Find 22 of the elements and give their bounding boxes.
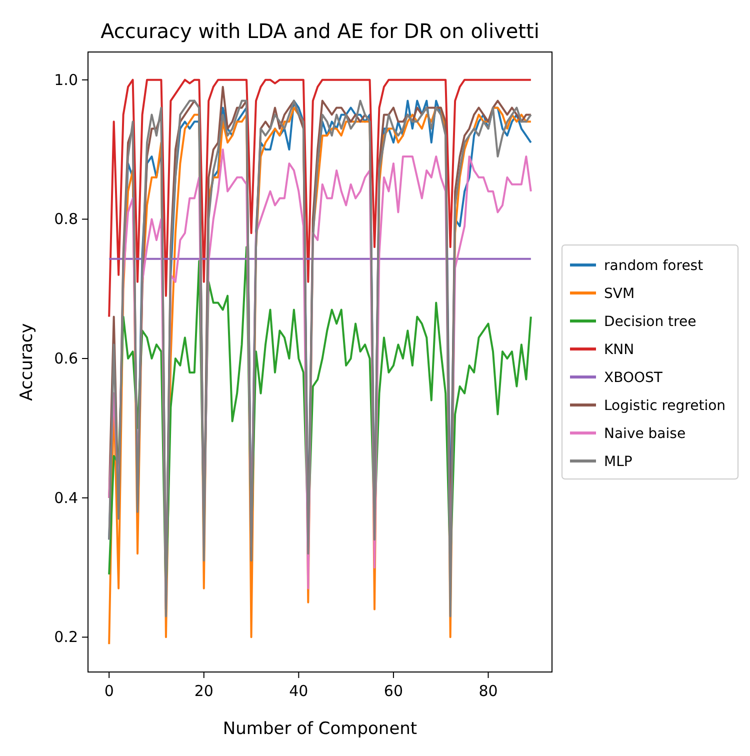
y-tick-label: 1.0 (54, 70, 78, 89)
y-tick-label: 0.6 (54, 350, 78, 368)
legend-label: random forest (604, 258, 704, 274)
y-axis-title: Accuracy (17, 323, 37, 401)
x-tick-label: 20 (194, 682, 214, 700)
legend-label: Decision tree (604, 314, 696, 330)
legend-label: Logistic regretion (604, 398, 726, 414)
legend-label: MLP (604, 454, 632, 470)
y-tick-label: 0.8 (54, 210, 78, 228)
legend-label: SVM (604, 286, 635, 302)
x-tick-label: 40 (289, 682, 308, 700)
y-tick-label: 0.2 (54, 628, 78, 646)
chart-title: Accuracy with LDA and AE for DR on olivetti (100, 19, 540, 43)
legend-label: XBOOST (604, 370, 663, 386)
line-series (108, 78, 532, 318)
legend-label: Naive baise (604, 426, 686, 442)
x-tick-label: 0 (104, 682, 114, 700)
x-axis-title: Number of Component (222, 719, 418, 739)
y-tick-label: 0.4 (54, 488, 78, 507)
x-tick-label: 60 (384, 682, 404, 700)
legend-label: KNN (604, 342, 634, 358)
x-tick-label: 80 (478, 682, 498, 700)
